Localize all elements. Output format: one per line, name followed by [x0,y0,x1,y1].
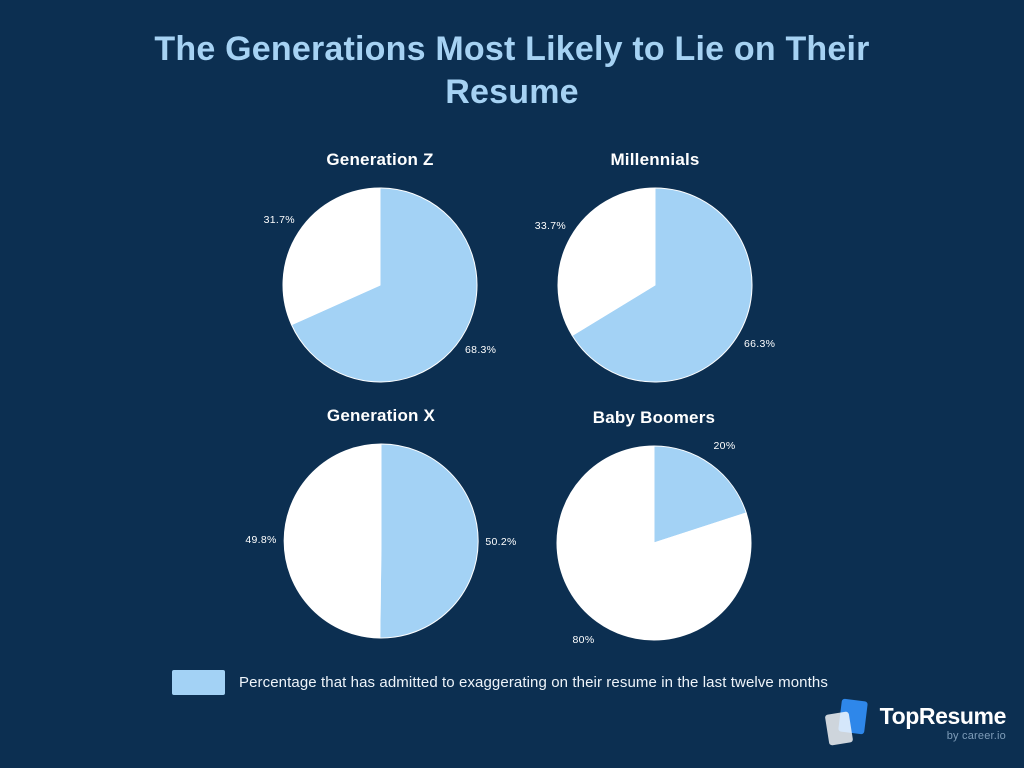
page-title: The Generations Most Likely to Lie on Th… [154,30,870,111]
pie-slice [556,445,752,641]
legend: Percentage that has admitted to exaggera… [172,669,828,696]
pie-slice [290,187,478,383]
logo-brand-text: TopResume [879,702,1007,729]
chart-title-generation-x: Generation X [326,406,436,425]
pie-slice [571,187,753,383]
pie-slice-label: 33.7% [534,220,567,233]
logo-text: TopResume by career.io [879,702,1007,743]
chart-title-generation-z: Generation Z [326,150,434,169]
chart-millennials: Millennials 66.3% 33.7% [535,150,775,420]
chart-generation-x: Generation X 50.2% 49.8% [245,406,516,676]
pie-slice [282,187,381,326]
chart-title-millennials: Millennials [610,150,700,169]
pie-slice-label: 20% [713,439,736,452]
pie-slice [283,443,382,639]
chart-title-baby-boomers: Baby Boomers [592,408,716,427]
topresume-logo-icon [824,698,868,747]
chart-generation-z: Generation Z 68.3% 31.7% [264,150,496,420]
pie-slice-label: 68.3% [465,344,497,357]
pie-chart-generation-x [283,443,479,639]
pie-slice-label: 49.8% [245,534,277,547]
pie-slice-label: 80% [572,634,595,647]
pie-chart-millennials [557,187,753,383]
legend-label: Percentage that has admitted to exaggera… [239,674,828,691]
logo-byline-text: by career.io [946,730,1006,743]
pie-slice-label: 50.2% [485,535,517,548]
pie-slice-label: 31.7% [263,213,295,226]
pie-slice [557,187,656,336]
pie-slice [653,445,747,544]
pie-slice-label: 66.3% [743,337,776,350]
chart-baby-boomers: Baby Boomers 20% 80% [544,408,764,678]
topresume-logo[interactable]: TopResume by career.io [824,698,1007,747]
pie-chart-baby-boomers [556,445,752,641]
logo-white-sheet-icon [824,711,853,746]
legend-swatch [172,670,225,695]
pie-chart-generation-z [282,187,478,383]
pie-slice [379,443,479,639]
